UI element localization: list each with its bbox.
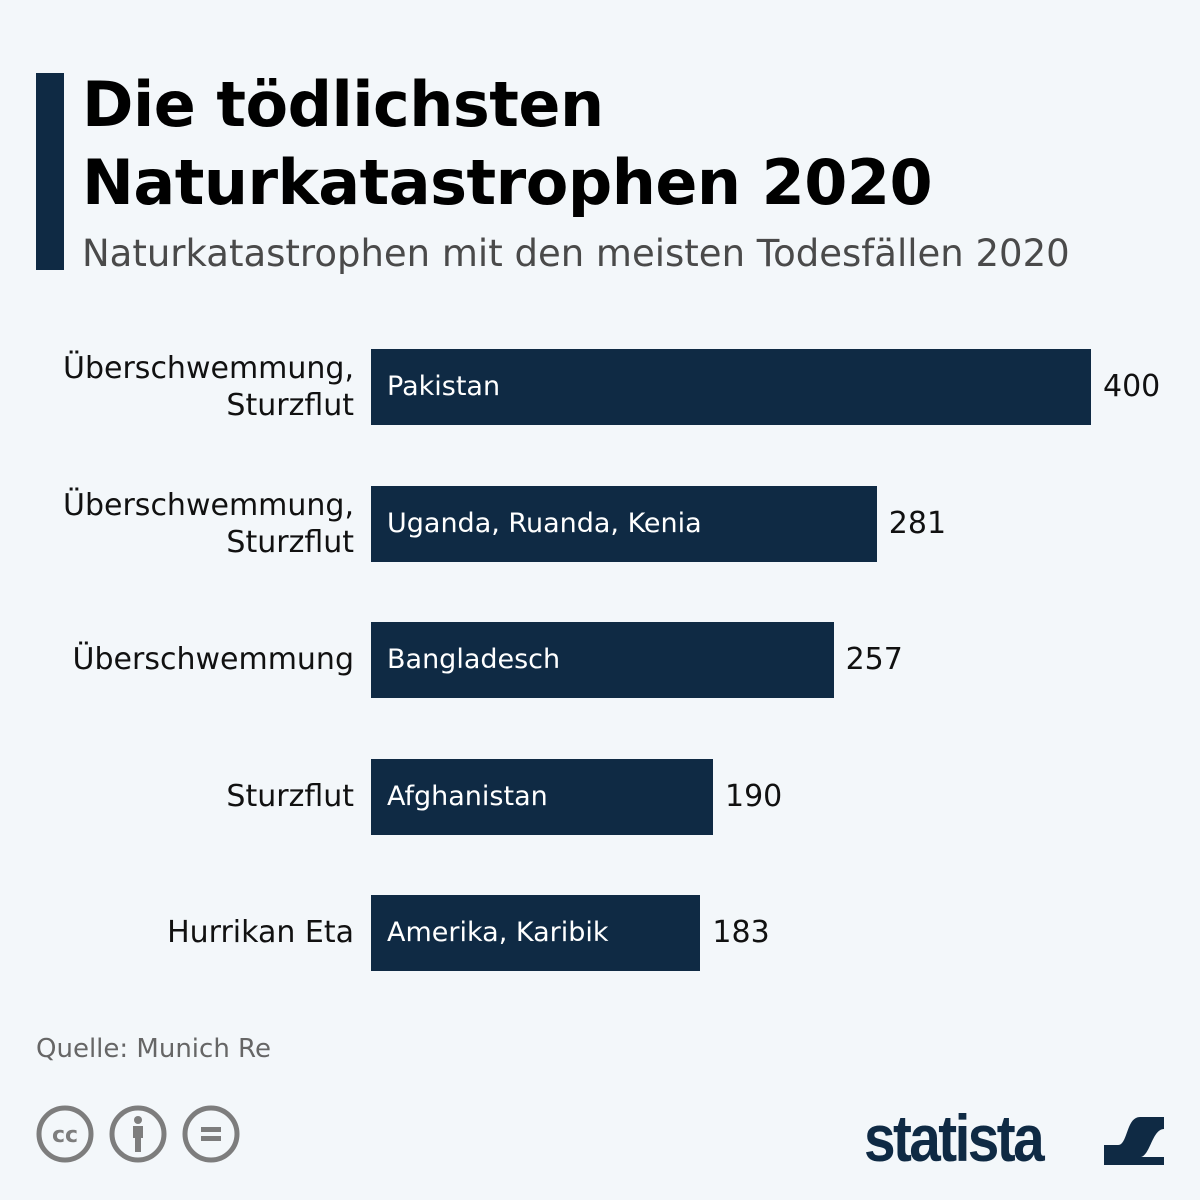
category-line-1: Überschwemmung,	[63, 487, 354, 523]
statista-logo-icon	[1104, 1105, 1164, 1165]
svg-text:cc: cc	[52, 1123, 78, 1148]
bar: Amerika, Karibik	[371, 895, 701, 972]
bar-region-label: Amerika, Karibik	[387, 917, 609, 949]
category-label: Überschwemmung, Sturzflut	[14, 350, 354, 424]
value-label: 281	[888, 505, 947, 541]
bar: Bangladesch	[371, 622, 834, 699]
bar-region-label: Uganda, Ruanda, Kenia	[387, 507, 702, 539]
bar: Uganda, Ruanda, Kenia	[371, 485, 877, 562]
license-icons: cc	[36, 1105, 240, 1163]
category-label: Sturzflut	[14, 778, 354, 815]
category-line-1: Überschwemmung	[72, 642, 354, 678]
source-note: Quelle: Munich Re	[36, 1034, 271, 1064]
statista-logo[interactable]: statista	[864, 1101, 1045, 1175]
value-label: 183	[712, 915, 770, 951]
value-label: 257	[845, 642, 903, 678]
chart-title: Die tödlichsten Naturkatastrophen 2020	[82, 66, 933, 222]
category-line-1: Sturzflut	[226, 778, 354, 814]
category-line-1: Hurrikan Eta	[167, 915, 354, 951]
title-line-2: Naturkatastrophen 2020	[82, 146, 933, 219]
bar-region-label: Bangladesch	[387, 644, 561, 676]
category-label: Hurrikan Eta	[14, 914, 354, 951]
bar-region-label: Pakistan	[387, 371, 501, 402]
category-label: Überschwemmung	[14, 641, 354, 678]
attribution-icon[interactable]	[109, 1105, 167, 1163]
category-label: Überschwemmung, Sturzflut	[14, 487, 354, 561]
category-line-1: Überschwemmung,	[63, 351, 354, 386]
title-accent-bar	[36, 73, 64, 270]
category-line-2: Sturzflut	[226, 388, 354, 423]
no-derivatives-icon[interactable]	[182, 1105, 240, 1163]
bar-region-label: Afghanistan	[387, 780, 548, 812]
value-label: 190	[725, 778, 783, 814]
bar: Pakistan	[371, 349, 1091, 425]
creative-commons-icon[interactable]: cc	[36, 1105, 94, 1163]
chart-subtitle: Naturkatastrophen mit den meisten Todesf…	[82, 232, 1070, 275]
category-line-2: Sturzflut	[226, 524, 354, 560]
bar: Afghanistan	[371, 758, 713, 835]
title-line-1: Die tödlichsten	[82, 68, 604, 141]
value-label: 400	[1103, 369, 1161, 404]
